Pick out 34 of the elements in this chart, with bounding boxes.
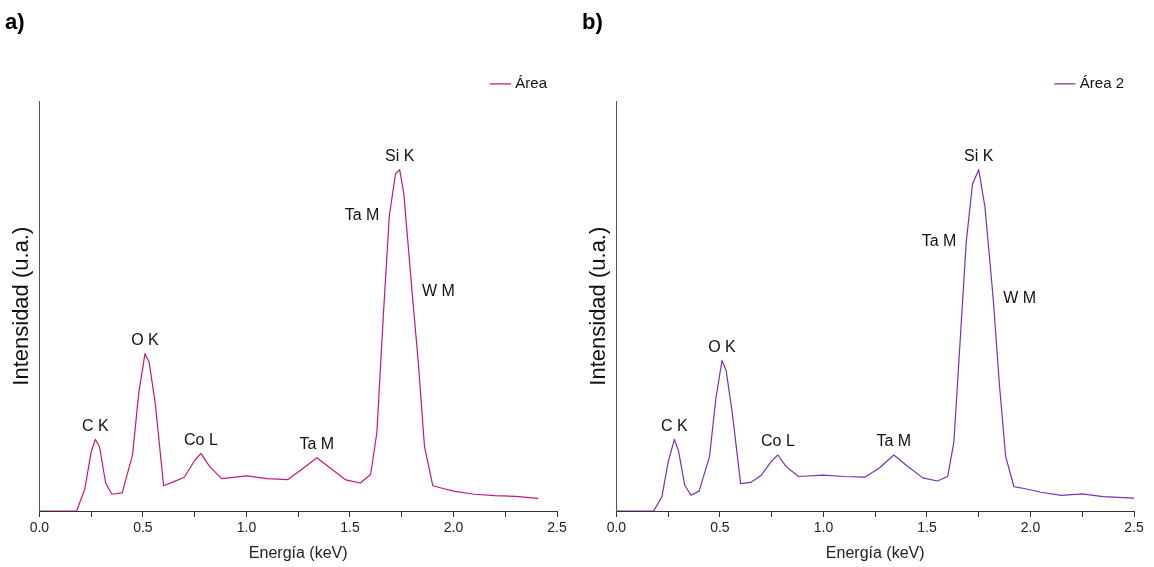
- annotation: W M: [422, 282, 455, 300]
- y-axis-title: Intensidad (u.a.): [8, 226, 34, 386]
- annotation: Ta M: [299, 435, 335, 453]
- x-tick-label: 1.0: [236, 519, 257, 536]
- x-tick-label: 1.0: [813, 519, 834, 536]
- x-tick-label: 1.5: [917, 519, 937, 536]
- x-tick-label: 0.0: [29, 519, 50, 536]
- chart-title: b): [582, 9, 603, 35]
- x-tick-label: 2.0: [443, 519, 464, 536]
- annotation: C K: [81, 416, 109, 434]
- legend-label: Área: [515, 74, 548, 92]
- annotation: Ta M: [876, 432, 912, 450]
- annotation: O K: [708, 337, 737, 355]
- annotation: W M: [1003, 289, 1037, 307]
- annotation: Ta M: [344, 206, 380, 224]
- x-axis-title: Energía (keV): [825, 543, 925, 561]
- annotation: Co L: [760, 432, 795, 450]
- x-tick-label: 2.5: [1124, 519, 1144, 536]
- x-tick-label: 2.0: [1020, 519, 1041, 536]
- annotation: O K: [131, 331, 160, 349]
- annotation: Ta M: [921, 231, 957, 249]
- annotation: C K: [661, 416, 689, 434]
- chart-title: a): [5, 9, 25, 35]
- x-tick-label: 0.5: [710, 519, 730, 536]
- annotation: Si K: [964, 147, 994, 165]
- x-tick-label: 0.0: [606, 519, 627, 536]
- x-tick-label: 0.5: [133, 519, 153, 536]
- annotation: Co L: [183, 430, 218, 448]
- x-tick-label: 2.5: [547, 519, 567, 536]
- y-axis-title: Intensidad (u.a.): [585, 226, 611, 386]
- legend-label: Área 2: [1079, 74, 1125, 92]
- x-axis-title: Energía (keV): [248, 543, 348, 561]
- annotation: Si K: [384, 147, 415, 165]
- x-tick-label: 1.5: [340, 519, 360, 536]
